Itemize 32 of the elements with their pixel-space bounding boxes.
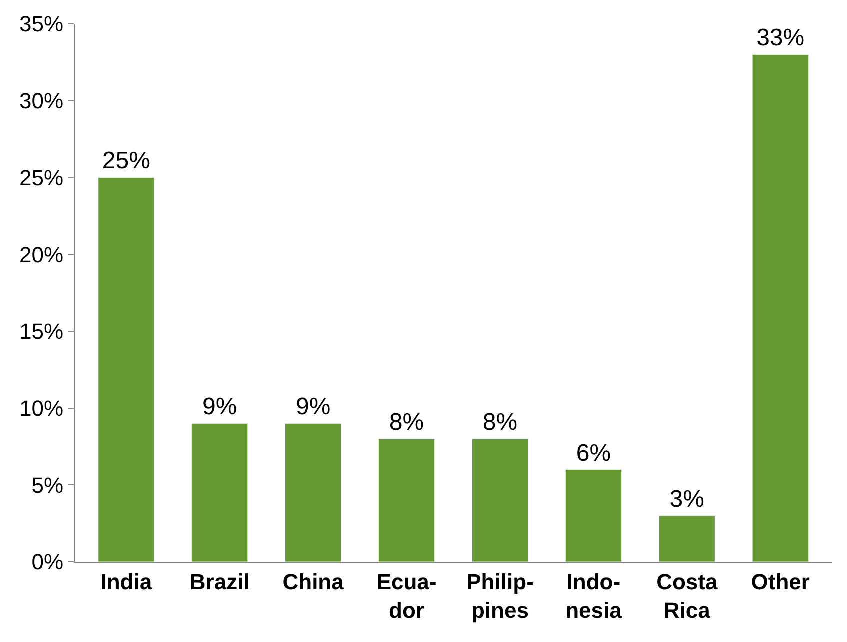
y-tick-label: 20% — [20, 242, 64, 268]
x-tick-label: Other — [751, 569, 810, 594]
y-tick-label: 0% — [32, 550, 64, 575]
y-tick-label: 35% — [20, 12, 64, 37]
data-label: 8% — [482, 409, 518, 436]
bar — [378, 438, 436, 562]
bar — [565, 470, 622, 562]
x-tick-label: Brazil — [190, 569, 250, 594]
bar — [285, 423, 342, 562]
data-label: 25% — [102, 148, 150, 175]
bar — [752, 54, 809, 562]
data-label: 8% — [389, 409, 424, 436]
x-tick-label: China — [282, 569, 345, 594]
bar — [658, 516, 716, 562]
data-label: 3% — [670, 486, 704, 513]
y-tick-label: 5% — [32, 472, 64, 498]
x-tick-label: Ecua- dor — [376, 569, 437, 623]
x-tick-label: Costa Rica — [656, 569, 718, 623]
data-label: 6% — [576, 440, 612, 467]
y-tick-label: 10% — [20, 396, 64, 421]
bar — [472, 438, 529, 562]
x-tick-label: India — [100, 569, 153, 594]
data-label: 9% — [296, 394, 331, 421]
y-tick-label: 25% — [20, 165, 64, 190]
y-tick-label: 30% — [20, 88, 64, 114]
y-tick-label: 15% — [20, 319, 64, 344]
bar — [98, 177, 155, 562]
x-tick-label: Indo- nesia — [566, 569, 623, 623]
x-tick-label: Philip- pines — [466, 569, 534, 623]
data-label: 9% — [202, 394, 238, 421]
data-label: 33% — [756, 24, 805, 52]
bar — [192, 423, 248, 562]
